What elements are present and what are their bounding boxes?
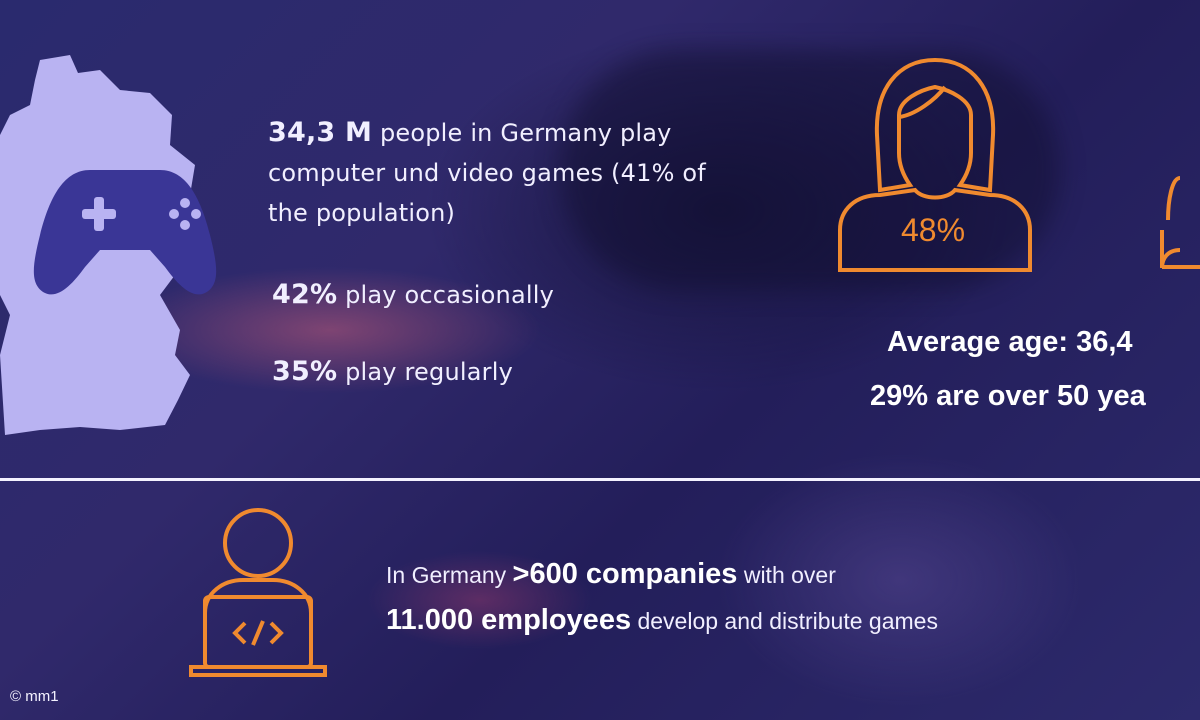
germany-map-icon — [0, 55, 217, 435]
employees-value: 11.000 employees — [386, 604, 632, 636]
man-icon — [1160, 176, 1200, 269]
occasional-label: play occasionally — [345, 281, 555, 309]
regular-label: play regularly — [345, 358, 513, 386]
companies-value: >600 companies — [512, 558, 738, 590]
button-icon — [180, 198, 190, 208]
gamers-count-text: 34,3 M people in Germany play computer u… — [268, 113, 748, 233]
developer-icon — [189, 508, 327, 677]
section-divider — [0, 478, 1200, 481]
regular-value: 35% — [272, 356, 338, 387]
occasional-players: 42% play occasionally — [272, 275, 554, 315]
companies-prefix: In Germany — [386, 562, 507, 588]
over-50-percent: 29% are over 50 yea — [870, 380, 1146, 412]
female-percent: 48% — [900, 212, 966, 248]
gamepad-icon — [33, 170, 217, 295]
employees-suffix: develop and distribute games — [637, 608, 938, 634]
regular-players: 35% play regularly — [272, 352, 513, 392]
occasional-value: 42% — [272, 279, 338, 310]
gamers-count-label: people in Germany play computer und vide… — [268, 119, 706, 227]
average-age: Average age: 36,4 — [887, 326, 1133, 358]
employees-line: 11.000 employees develop and distribute … — [386, 604, 938, 637]
companies-suffix: with over — [743, 562, 836, 588]
companies-line: In Germany >600 companies with over — [386, 558, 836, 591]
copyright-label: © mm1 — [10, 688, 59, 705]
woman-icon — [838, 57, 1032, 272]
background-controller-shape — [560, 50, 1060, 290]
gamers-count-value: 34,3 M — [268, 117, 373, 148]
